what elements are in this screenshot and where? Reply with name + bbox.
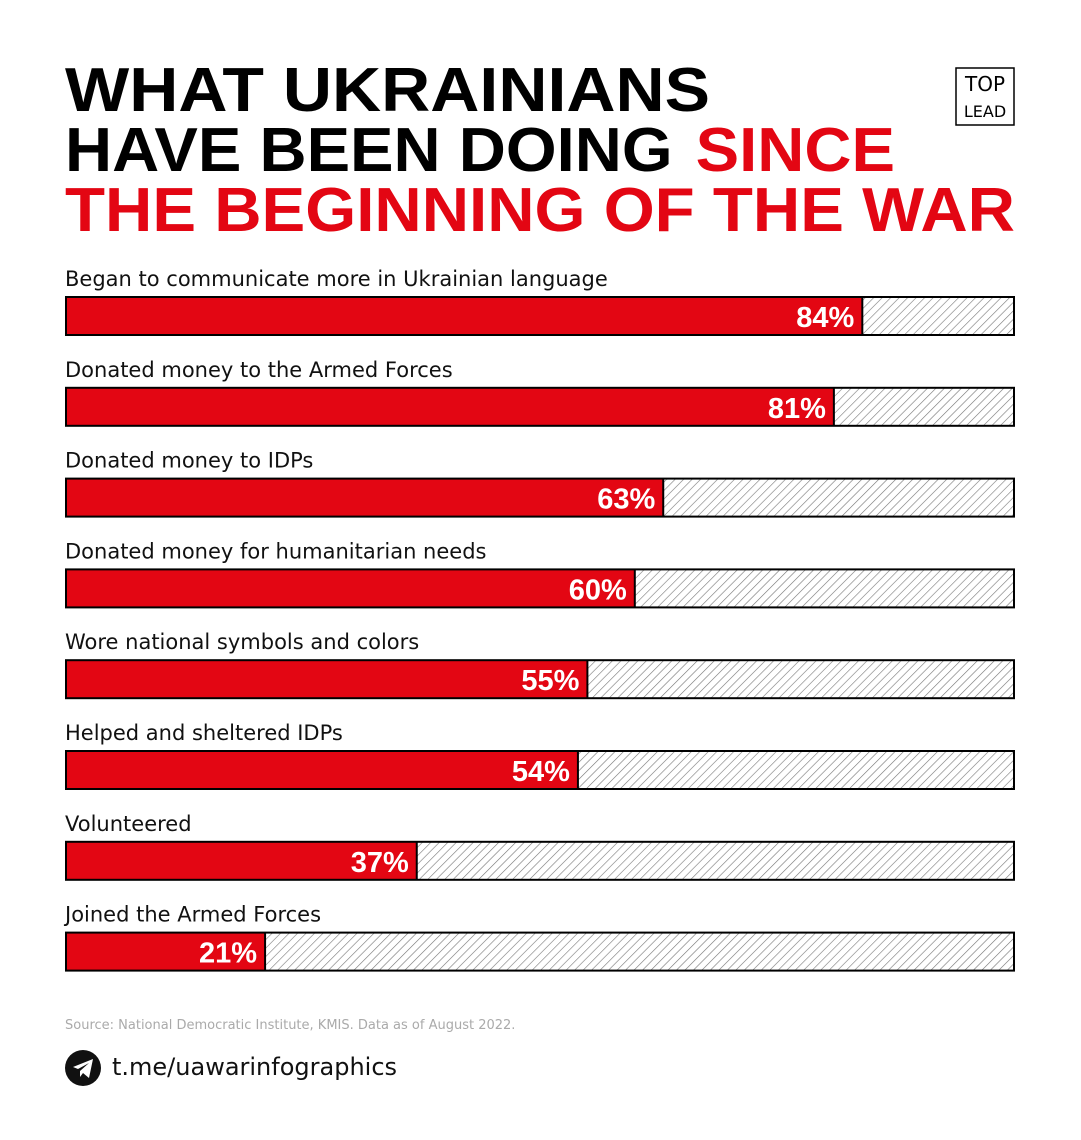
title-line: WHAT UKRAINIANS: [65, 56, 710, 125]
value-label: 21%: [199, 938, 257, 970]
value-label: 55%: [521, 665, 579, 697]
category-label: Donated money to IDPs: [65, 449, 313, 473]
category-label: Donated money for humanitarian needs: [65, 539, 486, 563]
category-label: Began to communicate more in Ukrainian l…: [65, 267, 608, 291]
category-label: Donated money to the Armed Forces: [65, 358, 453, 382]
bar-outline: [65, 931, 1015, 972]
title-part: SINCE: [696, 116, 895, 185]
bar: [66, 932, 266, 971]
bar-outline: [65, 386, 1015, 427]
logo-text: TOP: [964, 72, 1005, 96]
link[interactable]: t.me/uawarinfographics: [112, 1053, 397, 1081]
category-label: Joined the Armed Forces: [63, 903, 321, 927]
bar: [66, 478, 664, 517]
category-label: Wore national symbols and colors: [65, 630, 419, 654]
bar: [66, 387, 834, 426]
title-part: HAVE BEEN DOING: [65, 116, 673, 185]
bar: [66, 569, 635, 608]
bar: [66, 660, 588, 699]
bar-outline: [65, 840, 1015, 881]
title-line: HAVE BEEN DOING SINCE: [65, 116, 895, 185]
bars: Began to communicate more in Ukrainian l…: [63, 267, 1015, 972]
logo-box: [955, 67, 1015, 126]
value-label: 84%: [796, 302, 854, 334]
telegram-icon: [65, 1050, 101, 1086]
value-label: 63%: [597, 484, 655, 516]
bar-outline: [65, 568, 1015, 609]
value-label: 54%: [512, 756, 570, 788]
title-line: THE BEGINNING OF THE WAR: [65, 176, 1015, 245]
category-label: Helped and sheltered IDPs: [65, 721, 343, 745]
value-label: 81%: [768, 393, 826, 425]
logo-text: LEAD: [964, 102, 1006, 121]
bar-outline: [65, 750, 1015, 790]
telegram-plane: [73, 1059, 93, 1078]
value-label: 60%: [569, 574, 627, 606]
value-label: 37%: [351, 847, 409, 879]
bar: [66, 841, 417, 880]
bar-outline: [65, 296, 1015, 336]
category-label: Volunteered: [65, 812, 192, 836]
bar-outline: [65, 477, 1015, 518]
source: Source: National Democratic Institute, K…: [65, 1018, 515, 1033]
bar: [66, 297, 863, 335]
bar: [66, 751, 578, 789]
bar-outline: [65, 659, 1015, 700]
